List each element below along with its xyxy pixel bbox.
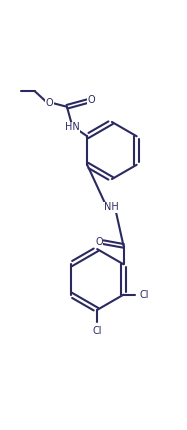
Text: Cl: Cl [92, 326, 102, 335]
Text: Cl: Cl [139, 290, 149, 300]
Text: O: O [46, 98, 53, 108]
Text: O: O [87, 95, 95, 105]
Text: NH: NH [103, 202, 118, 212]
Text: O: O [95, 237, 103, 247]
Text: HN: HN [65, 122, 80, 132]
